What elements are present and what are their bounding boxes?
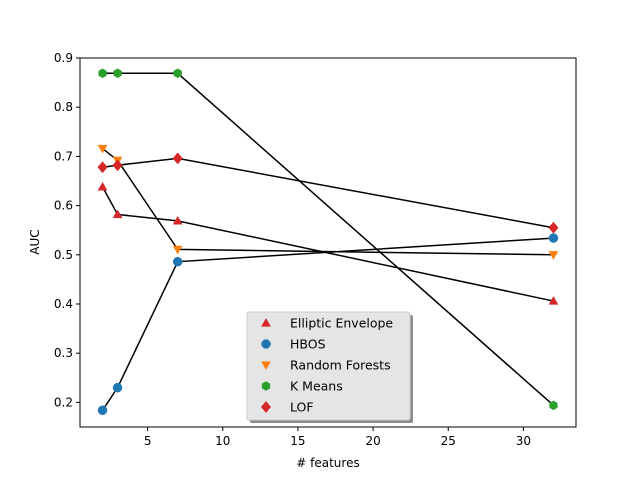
series-markers: [97, 68, 559, 416]
y-tick-label: 0.3: [54, 346, 73, 360]
y-tick-label: 0.5: [54, 248, 73, 262]
x-tick-label: 5: [144, 434, 152, 448]
legend-marker-lof: [260, 400, 272, 414]
data-point-hbos: [548, 233, 559, 243]
x-tick-label: 25: [441, 434, 456, 448]
y-tick-label: 0.4: [54, 297, 73, 311]
y-tick-label: 0.6: [54, 199, 73, 213]
legend-label-lof: LOF: [290, 400, 314, 415]
data-point-hbos: [112, 382, 123, 393]
y-tick-label: 0.2: [54, 395, 73, 409]
y-axis-label: AUC: [28, 229, 42, 254]
x-tick-label: 10: [215, 434, 230, 448]
data-point-random-forests: [172, 245, 183, 255]
legend: Elliptic Envelope HBOS Random Forests K Mea…: [246, 311, 413, 423]
data-point-random-forests: [548, 251, 559, 260]
x-tick-label: 15: [290, 434, 305, 448]
legend-marker-hbos: [261, 339, 271, 349]
data-point-hbos: [97, 405, 108, 416]
data-point-elliptic-envelope: [97, 181, 108, 191]
legend-label-k-means: K Means: [290, 379, 343, 394]
legend-marker-elliptic-envelope: [261, 317, 271, 327]
y-axis: 0.2 0.3 0.4 0.5 0.6 0.7 0.8 0.9: [54, 51, 80, 409]
data-point-k-means: [549, 400, 558, 411]
series-line-lof: [102, 157, 554, 229]
legend-marker-k-means: [261, 381, 271, 391]
x-tick-label: 20: [365, 434, 380, 448]
data-point-lof: [548, 221, 559, 234]
legend-label-random-forests: Random Forests: [290, 358, 391, 373]
series-line-hbos: [101, 237, 554, 411]
data-point-elliptic-envelope: [548, 296, 559, 305]
series-line-k-means: [102, 72, 554, 406]
data-point-lof: [97, 161, 108, 174]
series-line-elliptic-envelope: [101, 186, 554, 302]
legend-label-hbos: HBOS: [290, 337, 326, 352]
x-tick-label: 30: [516, 434, 531, 448]
data-point-k-means: [113, 68, 122, 79]
data-point-k-means: [173, 68, 182, 79]
data-point-lof: [112, 159, 123, 172]
x-axis-label: # features: [296, 456, 359, 470]
data-point-elliptic-envelope: [112, 209, 123, 219]
legend-marker-random-forests: [261, 361, 271, 371]
data-point-k-means: [98, 68, 107, 79]
series-lines: [101, 72, 554, 411]
data-point-elliptic-envelope: [172, 215, 183, 225]
data-point-hbos: [172, 256, 183, 267]
y-tick-label: 0.8: [54, 100, 73, 114]
data-point-lof: [172, 152, 183, 165]
x-axis: 5 10 15 20 25 30: [144, 427, 531, 448]
legend-label-elliptic-envelope: Elliptic Envelope: [290, 316, 393, 331]
series-line-random-forests: [102, 147, 554, 256]
y-tick-label: 0.9: [54, 51, 73, 65]
legend-box: [246, 311, 411, 421]
data-point-random-forests: [97, 144, 108, 154]
y-tick-label: 0.7: [54, 149, 73, 163]
